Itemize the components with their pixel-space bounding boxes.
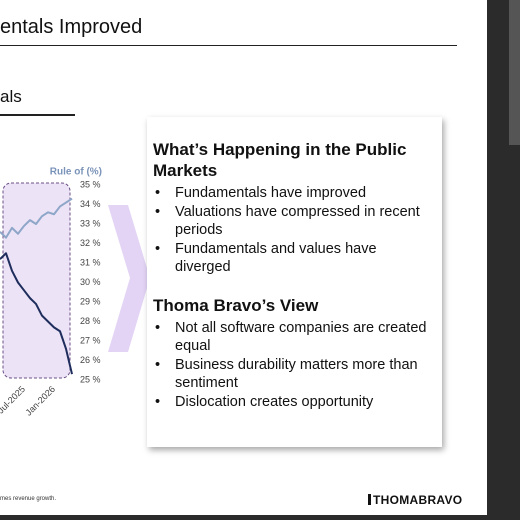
section-title: als — [0, 87, 22, 106]
bullet-list: Not all software companies are created e… — [153, 319, 432, 412]
logo: THOMABRAVO — [368, 493, 462, 507]
bullet: Fundamentals and values have diverged — [153, 240, 432, 277]
panel-section: What’s Happening in the Public MarketsFu… — [153, 139, 432, 277]
title-rule — [0, 45, 457, 46]
y-tick-label: 35 % — [80, 179, 101, 189]
bullet: Not all software companies are created e… — [153, 319, 432, 356]
bullet-list: Fundamentals have improvedValuations hav… — [153, 184, 432, 277]
y-tick-label: 28 % — [80, 316, 101, 326]
bullet: Dislocation creates opportunity — [153, 393, 432, 412]
y-tick-label: 30 % — [80, 277, 101, 287]
footnote: mes revenue growth. — [0, 496, 57, 502]
panel-heading: What’s Happening in the Public Markets — [153, 140, 407, 180]
chevron — [108, 205, 150, 352]
y-tick-label: 26 % — [80, 355, 101, 365]
bullet: Valuations have compressed in recent per… — [153, 203, 432, 240]
y-tick-label: 25 % — [80, 374, 101, 384]
y-tick-label: 34 % — [80, 199, 101, 209]
y-tick-label: 33 % — [80, 218, 101, 228]
slide-title: entals Improved — [0, 16, 143, 38]
series-line — [0, 197, 73, 239]
text-panel: What’s Happening in the Public MarketsFu… — [147, 117, 442, 447]
axis-label: Rule of (%) — [50, 167, 102, 178]
y-tick-label: 31 % — [80, 257, 101, 267]
bullet: Business durability matters more than se… — [153, 356, 432, 393]
series-line — [0, 252, 73, 375]
x-tick-label: Jan-2026 — [23, 384, 57, 418]
panel-section: Thoma Bravo’s View Not all software compa… — [153, 295, 432, 412]
slide: entals Improved als Rule of (%) 25 % 26 %… — [0, 0, 487, 515]
chart: Rule of (%) 25 % 26 % 27 % 28 % 29 % 30 % 31 %… — [0, 167, 150, 418]
section-rule — [0, 114, 75, 116]
y-tick-label: 27 % — [80, 335, 101, 345]
y-tick-label: 32 % — [80, 238, 101, 248]
scrollbar — [509, 0, 520, 145]
panel-heading: Thoma Bravo’s View — [153, 295, 319, 315]
highlight-box — [2, 182, 71, 379]
bullet: Fundamentals have improved — [153, 184, 432, 203]
y-tick-label: 29 % — [80, 296, 101, 306]
logo-text: THOMABRAVO — [373, 493, 463, 507]
